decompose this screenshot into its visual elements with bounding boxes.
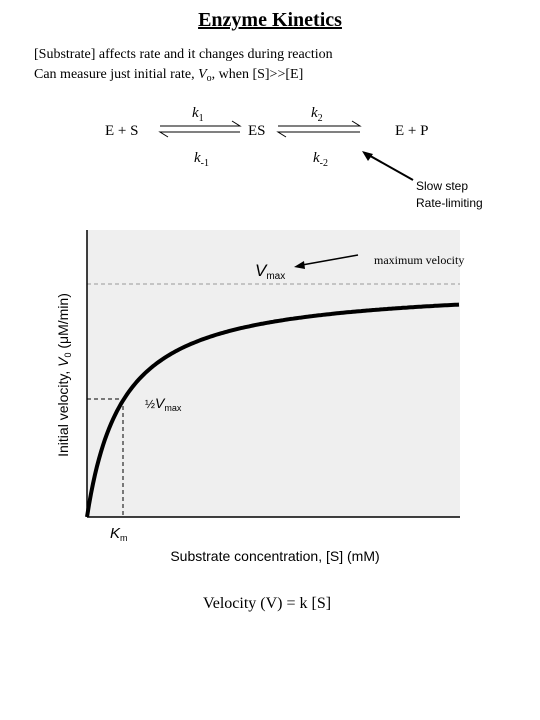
plot-area [87, 230, 460, 517]
note: Rate-limiting [416, 196, 483, 210]
annotation: maximum velocity [374, 253, 464, 267]
text: k [192, 105, 199, 121]
arrow [160, 120, 242, 127]
intermediate: ES [248, 123, 266, 139]
fraction: ½ [145, 397, 155, 411]
pointer-arrow [301, 254, 359, 266]
subscript: -2 [320, 158, 328, 169]
text: k [313, 150, 320, 166]
products: E + P [395, 123, 428, 139]
rate-constant: k1 [192, 105, 204, 124]
text: K [110, 525, 121, 542]
text: Initial velocity, [55, 367, 71, 457]
text: , when [S]>>[E] [212, 67, 304, 82]
half-vmax-label: ½Vmax [145, 395, 182, 413]
vmax-label: Vmax [255, 261, 285, 282]
subscript: max [266, 271, 285, 282]
graph: maximum velocity Vmax ½Vmax Km Substrate… [55, 230, 464, 564]
text: V [55, 356, 71, 367]
arrowhead [294, 261, 305, 269]
km-label: Km [110, 525, 128, 543]
arrowhead [362, 151, 373, 161]
equation: Velocity (V) = k [S] [203, 595, 331, 612]
rate-constant: k-2 [313, 150, 328, 169]
pointer-arrow [364, 152, 414, 181]
subscript: m [120, 533, 128, 543]
equilibrium-arrows [158, 120, 362, 138]
subscript: 0 [63, 353, 73, 358]
subscript: 1 [199, 113, 204, 124]
intro-line: [Substrate] affects rate and it changes … [34, 47, 333, 62]
arrow [278, 120, 362, 127]
rate-constant: k-1 [194, 150, 209, 169]
arrow [276, 131, 360, 138]
subscript: -1 [201, 158, 209, 169]
rate-constant: k2 [311, 105, 323, 124]
note: Slow step [416, 179, 468, 193]
title: Enzyme Kinetics [198, 9, 342, 31]
text: (μM/min) [55, 293, 71, 352]
subscript: max [164, 403, 182, 413]
y-axis-label: Initial velocity, V0 (μM/min) [55, 293, 73, 457]
symbol: V [198, 67, 208, 82]
text: V [255, 261, 268, 280]
subscript: o [207, 73, 212, 84]
reaction: E + S ES E + P k1 k-1 k2 k-2 [105, 105, 428, 169]
arrow [158, 131, 240, 138]
subscript: 2 [318, 113, 323, 124]
curve [85, 302, 460, 518]
text: k [194, 150, 201, 166]
intro-line: Can measure just initial rate, Vo, when … [34, 67, 303, 84]
text: Can measure just initial rate, [34, 67, 198, 82]
x-axis-label: Substrate concentration, [S] (mM) [170, 548, 379, 564]
reactants: E + S [105, 123, 138, 139]
text: V [155, 395, 166, 411]
text: k [311, 105, 318, 121]
